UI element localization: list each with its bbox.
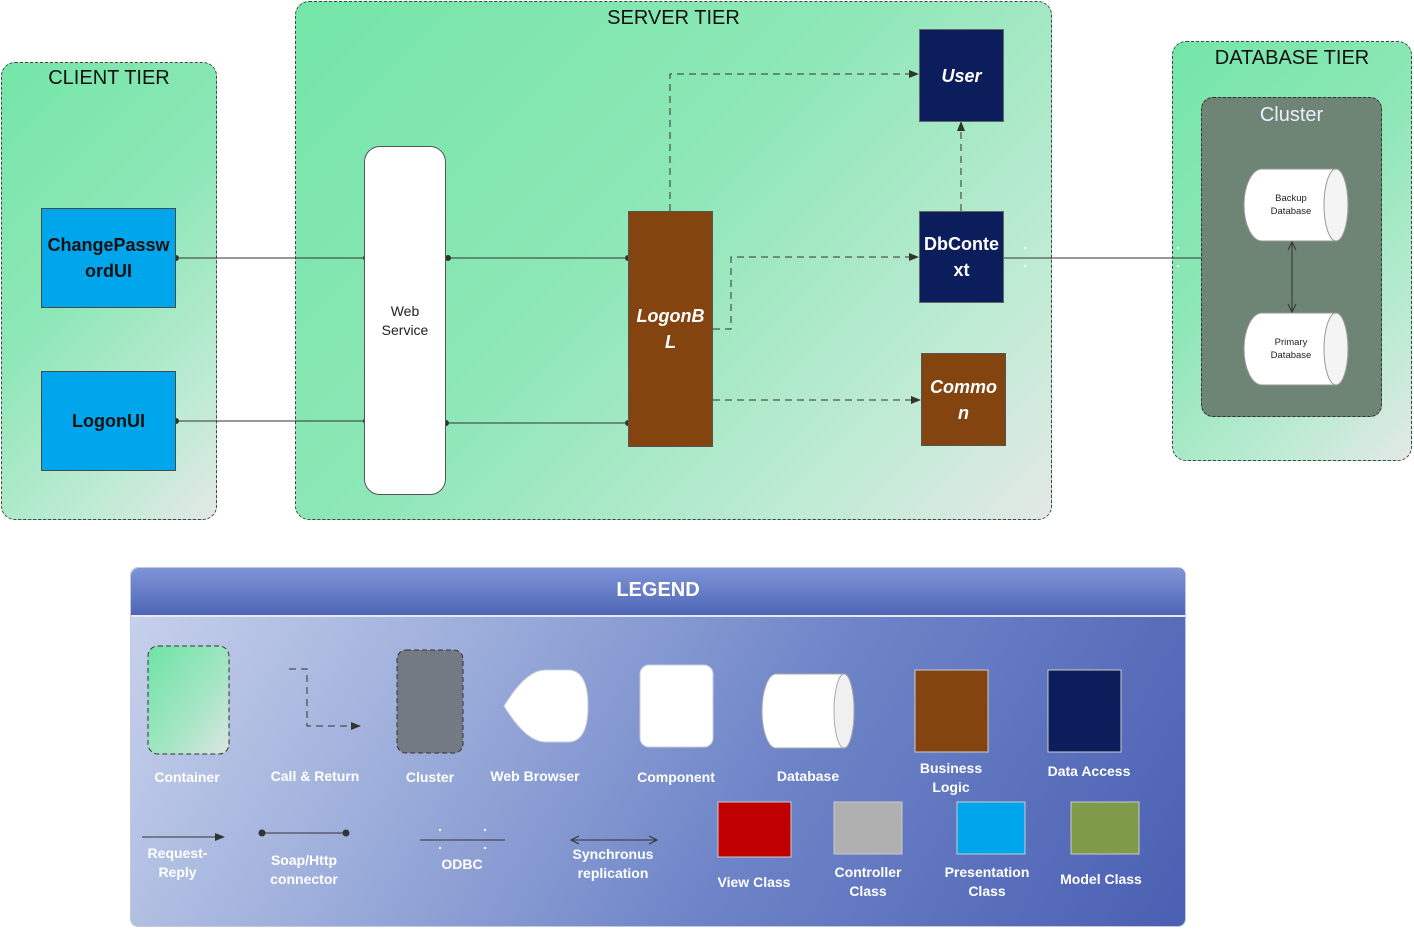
legend-call-return-label: Call & Return xyxy=(270,768,360,784)
db-cluster-title: Cluster xyxy=(1259,104,1324,126)
legend-view-class-icon xyxy=(717,801,792,858)
legend-component-icon xyxy=(639,664,714,748)
change-password-ui-component[interactable]: ChangePasswordUI xyxy=(41,208,176,308)
legend-data-access-icon xyxy=(1047,669,1122,753)
sync-replication-connector xyxy=(1287,240,1297,314)
odbc-dots xyxy=(1024,247,1179,267)
legend-request-reply-label: Request-Reply xyxy=(147,845,208,880)
legend-sync-replication-label: Synchronus replication xyxy=(572,846,654,881)
legend-presentation-class-icon xyxy=(956,801,1026,855)
legend-header xyxy=(131,568,1185,617)
legend-component-label: Component xyxy=(637,769,715,785)
legend-cluster-icon xyxy=(396,649,464,754)
legend-container-label: Container xyxy=(154,769,220,785)
legend-controller-class-label: Controller Class xyxy=(834,864,902,899)
legend-model-class-icon xyxy=(1070,801,1140,855)
legend-model-class-label: Model Class xyxy=(1060,871,1142,887)
legend-odbc-icon xyxy=(420,829,505,849)
legend-soap-http-label: Soap/Http connector xyxy=(270,852,338,887)
legend-cluster-label: Cluster xyxy=(405,769,455,785)
primary-database-icon xyxy=(1243,312,1349,386)
legend-title: LEGEND xyxy=(616,579,700,601)
common-component[interactable]: Common xyxy=(921,353,1006,446)
legend-business-logic-icon xyxy=(914,669,989,753)
backup-database-icon xyxy=(1243,168,1349,242)
legend-controller-class-icon xyxy=(833,801,903,855)
legend-container-icon xyxy=(147,645,230,755)
legend-business-logic-label: Business Logic xyxy=(919,760,983,795)
server-tier-title: SERVER TIER xyxy=(607,7,740,29)
legend-database-label: Database xyxy=(776,768,840,784)
legend-sync-replication-icon xyxy=(569,835,659,845)
database-tier-title: DATABASE TIER xyxy=(1214,47,1370,69)
backup-database-label: Backup Database xyxy=(1270,193,1312,217)
legend-database-icon xyxy=(761,673,855,749)
client-tier-title: CLIENT TIER xyxy=(48,67,170,89)
legend-soap-http-icon xyxy=(258,829,350,837)
logon-ui-component[interactable]: LogonUI xyxy=(41,371,176,471)
legend-web-browser-icon xyxy=(503,669,589,743)
primary-database-label: Primary Database xyxy=(1270,337,1312,361)
user-component[interactable]: User xyxy=(919,29,1004,122)
call-logonbl-dbcontext xyxy=(713,253,919,330)
legend-odbc-label: ODBC xyxy=(441,856,483,872)
legend-call-return-icon xyxy=(289,668,361,730)
call-logonbl-user xyxy=(669,70,919,211)
legend-presentation-class-label: Presentation Class xyxy=(944,864,1030,899)
logon-bl-component[interactable]: LogonBL xyxy=(628,211,713,447)
legend-data-access-label: Data Access xyxy=(1047,763,1131,779)
db-context-component[interactable]: DbContext xyxy=(919,211,1004,303)
legend-web-browser-label: Web Browser xyxy=(490,768,580,784)
web-service-component[interactable]: Web Service xyxy=(364,146,446,495)
legend-view-class-label: View Class xyxy=(717,874,791,890)
